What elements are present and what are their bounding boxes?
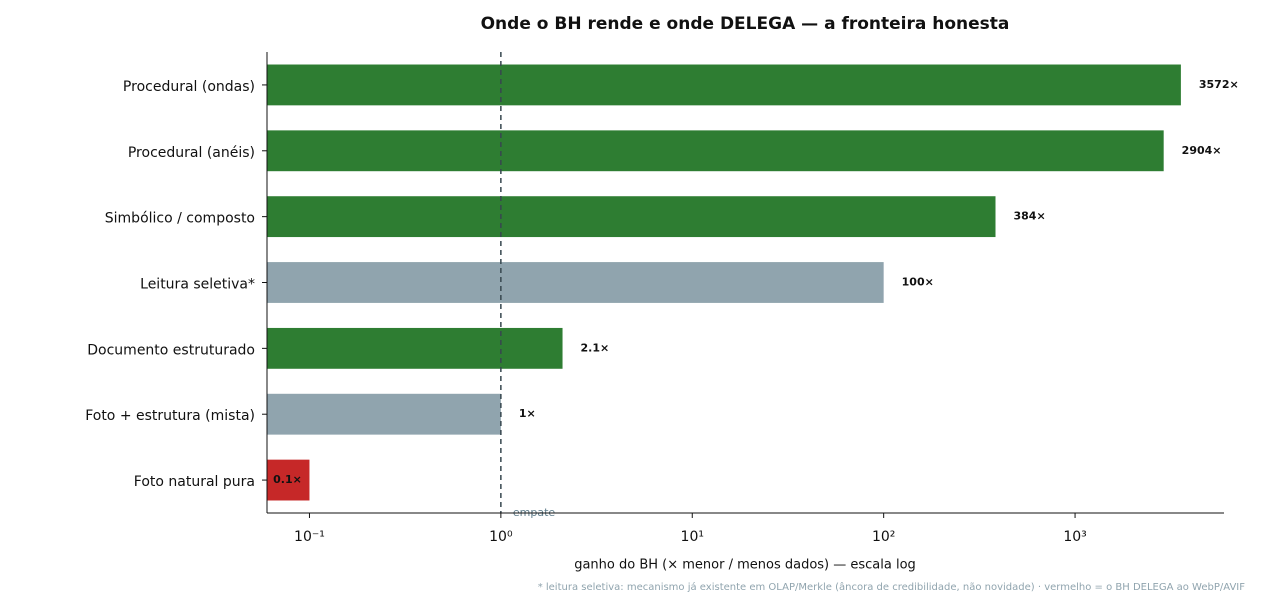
x-axis-label: ganho do BH (× menor / menos dados) — es… — [574, 558, 916, 573]
bar — [267, 459, 310, 501]
bar — [267, 64, 1181, 106]
bar — [267, 327, 563, 369]
x-tick-label: 10¹ — [681, 529, 704, 545]
y-tick-label: Simbólico / composto — [105, 211, 255, 227]
y-tick-label: Procedural (ondas) — [123, 79, 255, 95]
bar — [267, 262, 884, 303]
value-label: 2.1× — [581, 341, 610, 354]
value-label: 384× — [1014, 210, 1046, 223]
x-tick-label: 10⁻¹ — [294, 529, 325, 545]
value-label: 100× — [902, 276, 934, 289]
bar — [267, 196, 996, 238]
x-tick-label: 10³ — [1063, 529, 1086, 545]
value-label: 0.1× — [273, 473, 302, 486]
footnote: * leitura seletiva: mecanismo já existen… — [538, 581, 1246, 593]
y-tick-label: Foto + estrutura (mista) — [85, 408, 255, 424]
y-tick-label: Documento estruturado — [87, 342, 255, 358]
value-label: 2904× — [1182, 144, 1222, 157]
value-label: 3572× — [1199, 78, 1239, 91]
bar — [267, 130, 1164, 172]
x-tick-label: 10² — [872, 529, 895, 545]
y-tick-label: Foto natural pura — [134, 474, 255, 490]
chart-title: Onde o BH rende e onde DELEGA — a fronte… — [481, 14, 1010, 34]
x-tick-label: 10⁰ — [489, 529, 513, 545]
y-tick-label: Procedural (anéis) — [128, 145, 255, 161]
bar — [267, 393, 501, 435]
value-label: 1× — [519, 407, 536, 420]
y-tick-label: Leitura seletiva* — [140, 277, 255, 293]
